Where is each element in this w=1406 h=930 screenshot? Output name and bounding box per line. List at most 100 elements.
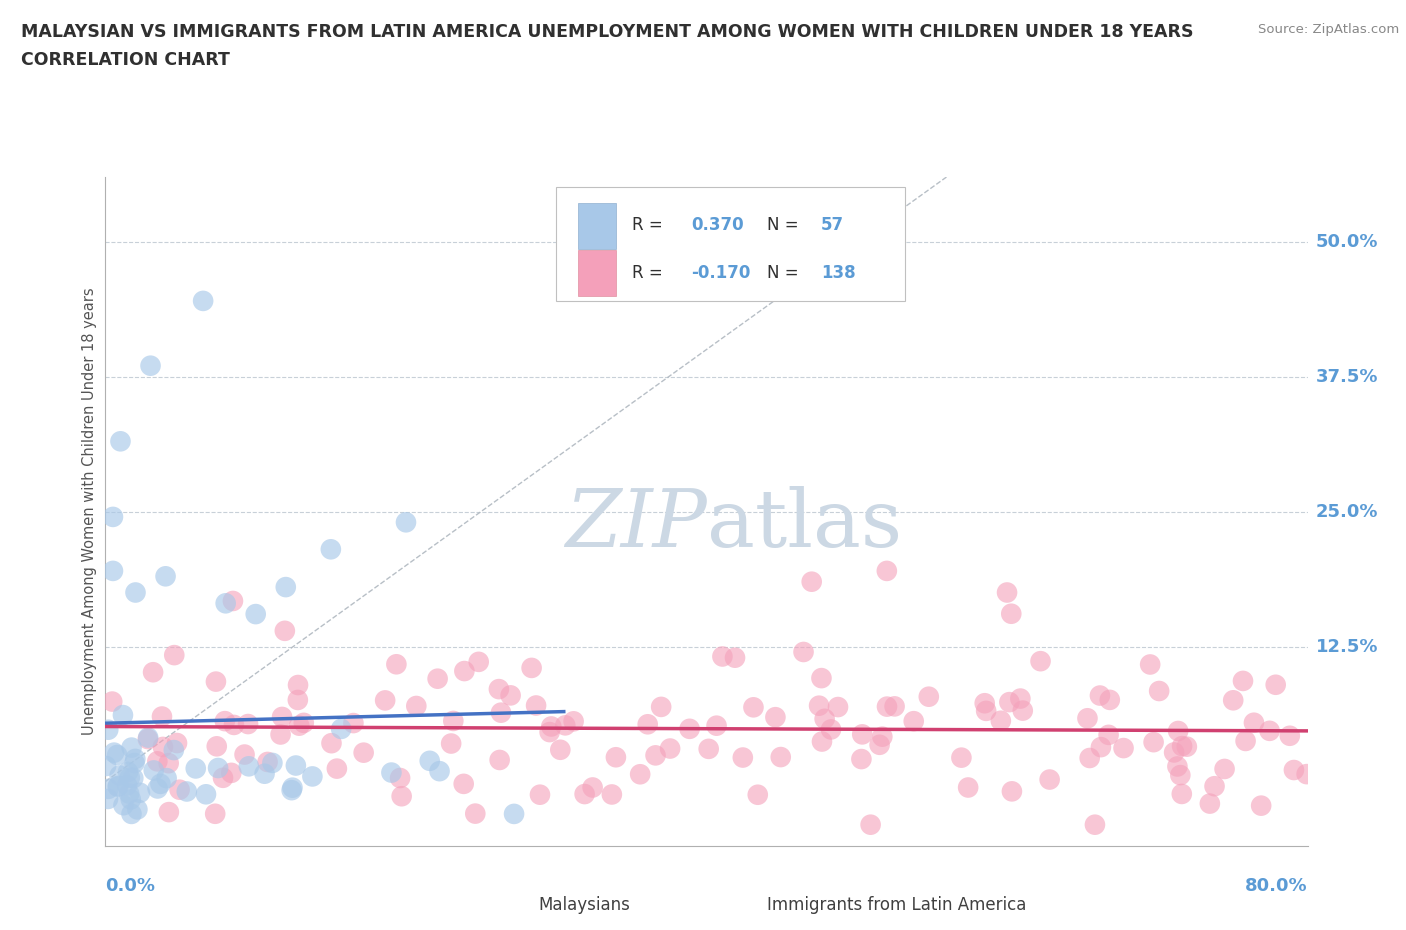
Point — [124, 751, 146, 766]
Point — [990, 713, 1012, 728]
Point — [520, 660, 543, 675]
Point — [489, 705, 512, 720]
Point — [742, 700, 765, 715]
Point — [124, 755, 146, 770]
Point — [155, 569, 177, 584]
Point — [1250, 798, 1272, 813]
Point — [245, 606, 267, 621]
Text: CORRELATION CHART: CORRELATION CHART — [21, 51, 231, 69]
Point — [142, 763, 165, 777]
Point — [1175, 739, 1198, 754]
Point — [353, 745, 375, 760]
Point — [103, 745, 125, 760]
FancyBboxPatch shape — [578, 203, 616, 249]
Point — [136, 730, 159, 745]
Point — [800, 574, 823, 589]
Point — [101, 694, 124, 709]
Point — [851, 751, 873, 766]
Point — [903, 713, 925, 728]
Point — [488, 682, 510, 697]
Point — [974, 703, 997, 718]
Point — [659, 741, 682, 756]
Point — [820, 722, 842, 737]
Point — [441, 713, 464, 728]
Point — [524, 698, 547, 713]
Point — [112, 798, 135, 813]
Point — [342, 716, 364, 731]
Point — [319, 542, 342, 557]
Point — [118, 770, 141, 785]
Point — [998, 695, 1021, 710]
Point — [101, 510, 124, 525]
Point — [111, 708, 134, 723]
Point — [1222, 693, 1244, 708]
Point — [706, 718, 728, 733]
Point — [808, 698, 831, 713]
FancyBboxPatch shape — [578, 250, 616, 296]
Text: Immigrants from Latin America: Immigrants from Latin America — [766, 897, 1026, 914]
Point — [105, 748, 128, 763]
Point — [1243, 715, 1265, 730]
Text: Source: ZipAtlas.com: Source: ZipAtlas.com — [1258, 23, 1399, 36]
Point — [883, 699, 905, 714]
Point — [281, 780, 304, 795]
Point — [169, 782, 191, 797]
FancyBboxPatch shape — [488, 885, 526, 924]
Point — [1029, 654, 1052, 669]
Point — [429, 764, 451, 778]
Point — [876, 564, 898, 578]
Text: N =: N = — [766, 263, 803, 282]
Point — [97, 781, 120, 796]
Point — [146, 781, 169, 796]
Point — [464, 806, 486, 821]
Point — [419, 753, 441, 768]
Point — [253, 766, 276, 781]
Point — [110, 434, 132, 449]
Point — [385, 657, 408, 671]
Point — [214, 713, 236, 728]
Point — [810, 671, 832, 685]
Point — [1168, 767, 1191, 782]
Point — [222, 717, 245, 732]
Point — [157, 756, 180, 771]
Point — [280, 783, 302, 798]
Point — [1142, 735, 1164, 750]
Point — [184, 761, 207, 776]
Point — [724, 650, 747, 665]
Point — [391, 789, 413, 804]
Point — [440, 736, 463, 751]
Point — [711, 649, 734, 664]
Point — [1097, 727, 1119, 742]
Point — [405, 698, 427, 713]
Point — [142, 665, 165, 680]
Point — [1039, 772, 1062, 787]
Point — [814, 711, 837, 726]
Point — [326, 761, 349, 776]
Point — [600, 787, 623, 802]
Point — [222, 593, 245, 608]
Point — [97, 723, 120, 737]
Point — [107, 779, 129, 794]
Text: 12.5%: 12.5% — [1316, 637, 1378, 656]
Point — [540, 719, 562, 734]
Text: atlas: atlas — [707, 485, 901, 564]
Point — [101, 564, 124, 578]
Point — [1001, 784, 1024, 799]
Point — [628, 767, 651, 782]
Point — [389, 771, 412, 786]
Point — [205, 674, 228, 689]
Point — [287, 693, 309, 708]
Point — [950, 751, 973, 765]
Point — [1000, 606, 1022, 621]
Point — [793, 644, 815, 659]
Point — [876, 699, 898, 714]
Point — [1213, 762, 1236, 777]
Point — [256, 754, 278, 769]
Point — [163, 647, 186, 662]
Point — [1204, 778, 1226, 793]
FancyBboxPatch shape — [716, 885, 755, 924]
Point — [262, 755, 284, 770]
Point — [918, 689, 941, 704]
Point — [1098, 693, 1121, 708]
Point — [426, 671, 449, 686]
